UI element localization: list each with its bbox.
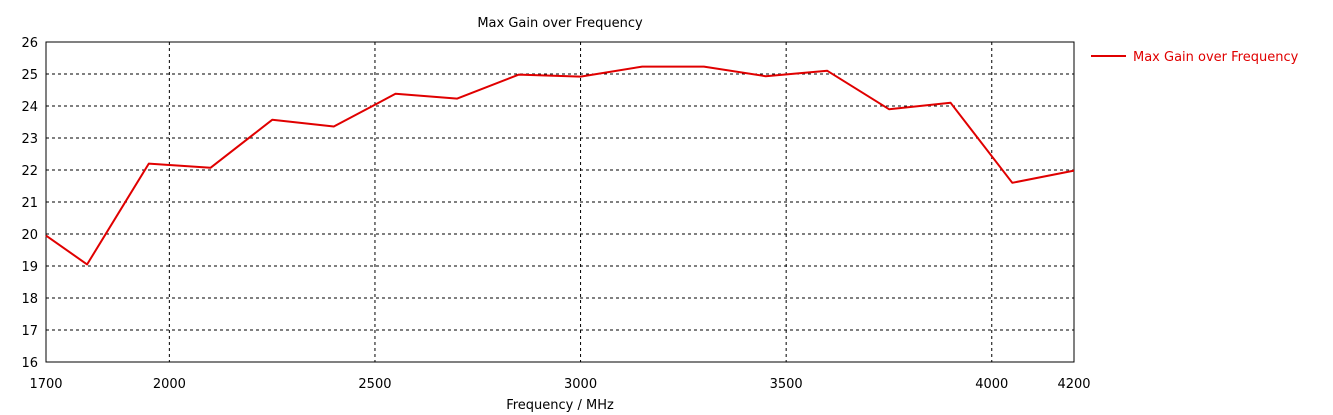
y-tick-label: 20: [21, 228, 38, 243]
plot-frame: [45, 41, 1075, 363]
legend: Max Gain over Frequency: [1091, 50, 1299, 65]
x-tick-label: 2500: [358, 377, 391, 392]
y-tick-label: 23: [21, 132, 38, 147]
grid: [46, 42, 1074, 362]
x-tick-label: 3000: [564, 377, 597, 392]
series-line: [45, 65, 1075, 266]
x-tick-label: 2000: [153, 377, 186, 392]
y-tick-label: 16: [21, 356, 38, 371]
x-axis-ticks: 1700 2000 2500 3000 3500 4000 4200: [29, 377, 1090, 392]
x-tick-label: 4000: [975, 377, 1008, 392]
series-layer: [45, 65, 1075, 266]
chart-title: Max Gain over Frequency: [477, 16, 643, 31]
y-tick-label: 26: [21, 36, 38, 51]
y-tick-label: 17: [21, 324, 38, 339]
y-tick-label: 19: [21, 260, 38, 275]
legend-label: Max Gain over Frequency: [1133, 50, 1299, 65]
y-tick-label: 18: [21, 292, 38, 307]
y-tick-label: 25: [21, 68, 38, 83]
y-tick-label: 24: [21, 100, 38, 115]
y-tick-label: 21: [21, 196, 38, 211]
x-tick-label: 1700: [29, 377, 62, 392]
x-axis-title: Frequency / MHz: [506, 398, 614, 413]
y-tick-label: 22: [21, 164, 38, 179]
x-tick-label: 4200: [1057, 377, 1090, 392]
x-tick-label: 3500: [770, 377, 803, 392]
y-axis-ticks: 16 17 18 19 20 21 22 23 24 25 26: [21, 36, 38, 371]
